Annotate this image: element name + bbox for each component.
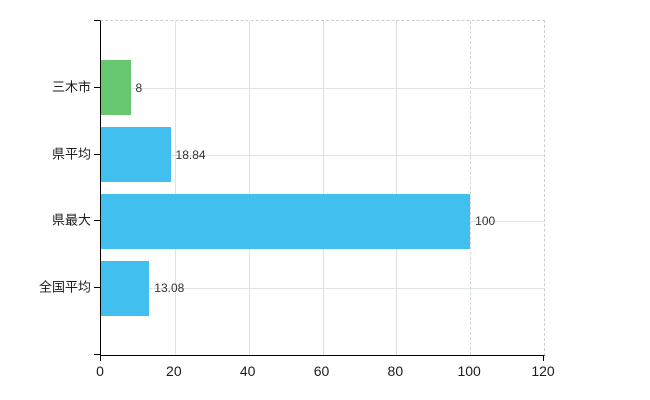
bar-value-label: 8 [135, 80, 143, 95]
bar [101, 127, 171, 183]
y-axis-tick [94, 20, 100, 21]
x-tick-label: 120 [531, 363, 555, 379]
v-gridline [248, 21, 250, 355]
category-label: 県最大 [51, 212, 91, 228]
y-axis-tick [94, 354, 100, 355]
bar [101, 60, 131, 116]
v-gridline [174, 21, 176, 355]
x-tick-label: 100 [457, 363, 481, 379]
x-axis-tick [100, 355, 101, 361]
bar [101, 260, 150, 316]
y-axis-tick [94, 287, 100, 289]
h-gridline [101, 154, 544, 156]
category-label: 県平均 [51, 146, 91, 162]
category-label: 全国平均 [38, 279, 91, 295]
x-axis-tick [543, 355, 544, 361]
v-gridline [470, 21, 472, 355]
y-axis-tick [94, 153, 100, 155]
v-gridline [322, 21, 324, 355]
bar-value-label: 18.84 [175, 147, 206, 162]
bar [101, 193, 471, 249]
x-tick-label: 40 [239, 363, 256, 379]
y-axis-tick [94, 220, 100, 222]
bar-value-label: 100 [475, 214, 496, 229]
bar-value-label: 13.08 [154, 281, 185, 296]
h-gridline [101, 87, 544, 89]
plot-area: 8 18.84 100 13.08 [100, 20, 545, 356]
v-gridline [396, 21, 398, 355]
x-tick-label: 20 [166, 363, 182, 379]
x-tick-label: 60 [313, 363, 330, 379]
x-tick-label: 0 [96, 363, 104, 379]
category-label: 三木市 [51, 79, 91, 95]
y-axis-tick [94, 86, 100, 88]
h-gridline [101, 288, 544, 290]
x-tick-label: 80 [387, 363, 404, 379]
